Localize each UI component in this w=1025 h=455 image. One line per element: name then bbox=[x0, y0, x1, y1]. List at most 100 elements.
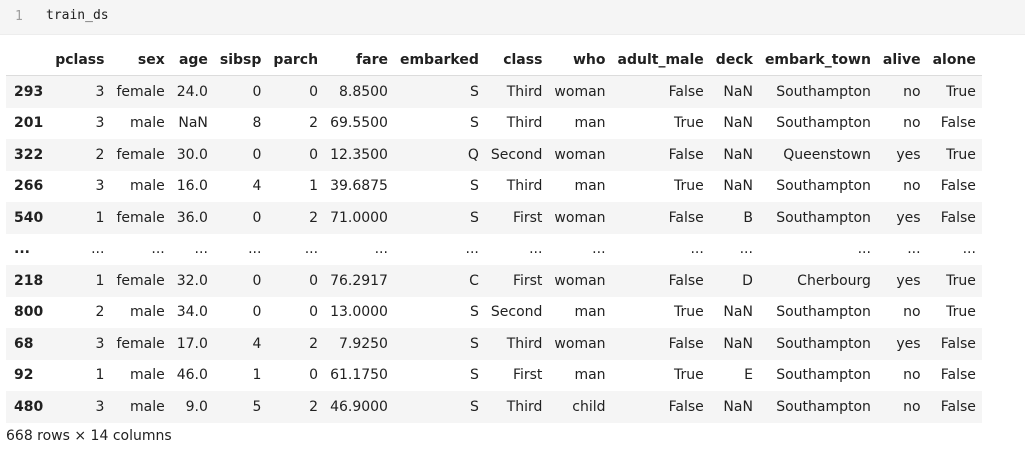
column-header-parch: parch bbox=[267, 44, 325, 76]
cell-sibsp: 5 bbox=[252, 398, 262, 415]
cell-age: NaN bbox=[178, 115, 208, 132]
cell-age: 34.0 bbox=[176, 304, 208, 321]
cell-class: Third bbox=[506, 178, 543, 195]
cell-embark-town: Southampton bbox=[776, 335, 871, 352]
cell-sibsp: 1 bbox=[252, 367, 262, 384]
cell-who: woman bbox=[554, 272, 606, 289]
cell-alive: no bbox=[903, 178, 921, 195]
cell-pclass: 2 bbox=[95, 304, 105, 321]
cell-class: First bbox=[512, 367, 543, 384]
cell-age: 24.0 bbox=[176, 83, 208, 100]
cell-output: pclass sex age sibsp parch fare embarked class w… bbox=[6, 44, 982, 423]
cell-who: man bbox=[574, 115, 606, 132]
cell-age: 36.0 bbox=[176, 209, 208, 226]
cell-sex: female bbox=[116, 83, 165, 100]
row-index: 800 bbox=[14, 304, 44, 321]
cell-alone: True bbox=[946, 146, 976, 163]
cell-alive: yes bbox=[896, 146, 921, 163]
cell-embark-town: Cherbourg bbox=[797, 272, 871, 289]
cell-sibsp: 8 bbox=[252, 115, 262, 132]
column-header-adult-male: adult_male bbox=[611, 44, 710, 76]
cell-alone: False bbox=[940, 398, 976, 415]
row-index: ... bbox=[14, 241, 30, 258]
cell-adult-male: False bbox=[668, 83, 704, 100]
cell-alone: False bbox=[940, 367, 976, 384]
cell-class: ... bbox=[529, 241, 543, 258]
cell-fare: 71.0000 bbox=[330, 209, 388, 226]
cell-sex: male bbox=[130, 367, 165, 384]
table-row: 92 1 male 46.0 1 0 61.1750 S First man True E Southa… bbox=[6, 360, 982, 392]
row-index: 322 bbox=[14, 146, 44, 163]
cell-fare: 61.1750 bbox=[330, 367, 388, 384]
cell-alone: True bbox=[946, 304, 976, 321]
cell-embark-town: Southampton bbox=[776, 398, 871, 415]
cell-parch: 2 bbox=[309, 335, 319, 352]
cell-deck: E bbox=[744, 367, 753, 384]
row-index: 201 bbox=[14, 115, 44, 132]
cell-deck: NaN bbox=[723, 178, 753, 195]
cell-embarked: S bbox=[470, 115, 479, 132]
cell-parch: 0 bbox=[309, 146, 319, 163]
cell-who: woman bbox=[554, 83, 606, 100]
table-row: 266 3 male 16.0 4 1 39.6875 S Third man True NaN Sou… bbox=[6, 171, 982, 203]
cell-adult-male: False bbox=[668, 398, 704, 415]
cell-pclass: 1 bbox=[95, 272, 105, 289]
cell-class: First bbox=[512, 272, 543, 289]
cell-pclass: 3 bbox=[95, 83, 105, 100]
header-row: pclass sex age sibsp parch fare embarked class w… bbox=[6, 44, 982, 76]
cell-sex: male bbox=[130, 178, 165, 195]
cell-who: man bbox=[574, 304, 606, 321]
cell-who: woman bbox=[554, 146, 606, 163]
table-row: 293 3 female 24.0 0 0 8.8500 S Third woman False Na… bbox=[6, 75, 982, 108]
cell-class: Third bbox=[506, 115, 543, 132]
cell-sibsp: 0 bbox=[252, 304, 262, 321]
cell-adult-male: False bbox=[668, 146, 704, 163]
cell-age: 32.0 bbox=[176, 272, 208, 289]
code-cell[interactable]: 1 train_ds bbox=[0, 0, 1025, 35]
cell-pclass: 3 bbox=[95, 115, 105, 132]
table-row: 322 2 female 30.0 0 0 12.3500 Q Second woman False… bbox=[6, 139, 982, 171]
cell-fare: 12.3500 bbox=[330, 146, 388, 163]
cell-deck: NaN bbox=[723, 146, 753, 163]
cell-embarked: C bbox=[469, 272, 479, 289]
cell-fare: 8.8500 bbox=[338, 83, 388, 100]
row-index: 540 bbox=[14, 209, 44, 226]
cell-sex: male bbox=[130, 304, 165, 321]
cell-alone: False bbox=[940, 209, 976, 226]
cell-fare: ... bbox=[374, 241, 388, 258]
row-index: 293 bbox=[14, 83, 44, 100]
table-body: 293 3 female 24.0 0 0 8.8500 S Third woman False Na… bbox=[6, 75, 982, 423]
cell-alone: ... bbox=[962, 241, 976, 258]
cell-sex: ... bbox=[151, 241, 165, 258]
cell-fare: 46.9000 bbox=[330, 398, 388, 415]
column-header-age: age bbox=[170, 44, 214, 76]
column-header-who: who bbox=[548, 44, 612, 76]
cell-fare: 69.5500 bbox=[330, 115, 388, 132]
row-index: 92 bbox=[14, 367, 34, 384]
cell-deck: NaN bbox=[723, 83, 753, 100]
cell-embark-town: Southampton bbox=[776, 304, 871, 321]
row-index: 480 bbox=[14, 398, 44, 415]
cell-parch: 0 bbox=[309, 367, 319, 384]
cell-parch: 2 bbox=[309, 209, 319, 226]
cell-pclass: 2 bbox=[95, 146, 105, 163]
cell-sibsp: 0 bbox=[252, 83, 262, 100]
table-row: 480 3 male 9.0 5 2 46.9000 S Third child False NaN S… bbox=[6, 391, 982, 423]
column-header-pclass: pclass bbox=[49, 44, 111, 76]
cell-parch: 1 bbox=[309, 178, 319, 195]
cell-pclass: 3 bbox=[95, 398, 105, 415]
cell-age: 17.0 bbox=[176, 335, 208, 352]
cell-parch: 2 bbox=[309, 115, 319, 132]
cell-alone: True bbox=[946, 83, 976, 100]
table-row: 68 3 female 17.0 4 2 7.9250 S Third woman False NaN… bbox=[6, 328, 982, 360]
cell-who: man bbox=[574, 178, 606, 195]
code-text[interactable]: train_ds bbox=[46, 8, 109, 23]
line-number: 1 bbox=[15, 9, 23, 24]
cell-age: 30.0 bbox=[176, 146, 208, 163]
dataframe-shape: 668 rows × 14 columns bbox=[6, 428, 172, 444]
cell-alive: no bbox=[903, 115, 921, 132]
cell-embarked: S bbox=[470, 367, 479, 384]
cell-alone: True bbox=[946, 272, 976, 289]
table-row: ........................................… bbox=[6, 234, 982, 266]
cell-alive: yes bbox=[896, 272, 921, 289]
